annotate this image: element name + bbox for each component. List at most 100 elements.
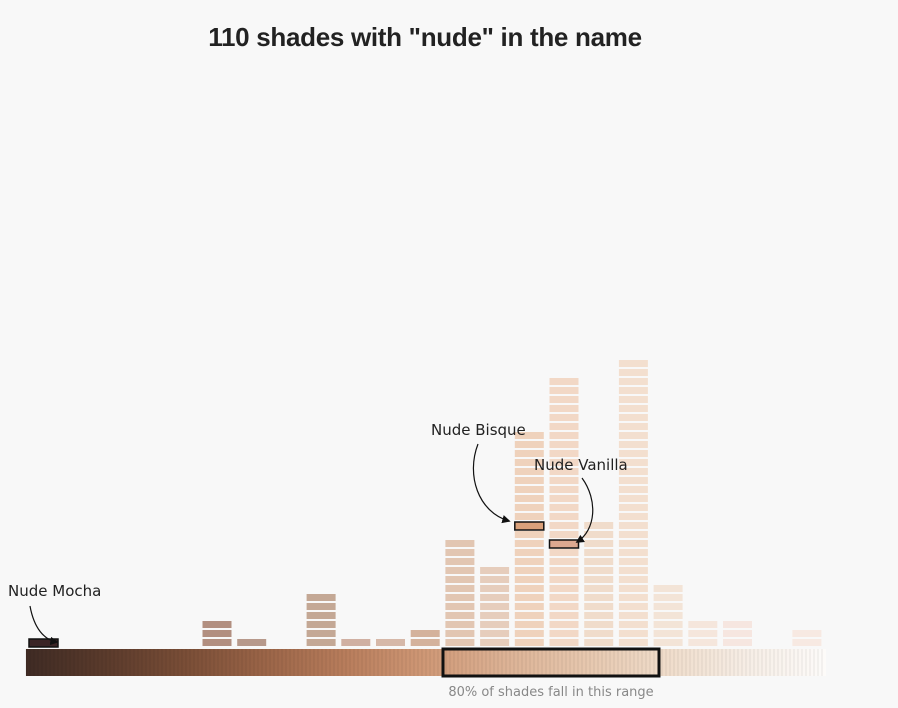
shade-block [514, 540, 544, 547]
shade-block [618, 558, 648, 565]
histogram-bar [376, 639, 405, 646]
shade-block [480, 576, 510, 583]
highlighted-shade-block [548, 539, 580, 549]
histogram-bar [723, 621, 752, 646]
shade-block [514, 549, 544, 556]
shade-block [584, 522, 614, 529]
shade-block [549, 630, 579, 637]
annotation-nude-vanilla: Nude Vanilla [534, 456, 628, 543]
histogram-bar [688, 621, 718, 646]
shade-block [480, 621, 510, 628]
shade-block [618, 612, 648, 619]
shade-block [549, 558, 579, 565]
shade-block [480, 567, 510, 574]
annotation-label: Nude Bisque [431, 421, 526, 439]
chart-title: 110 shades with "nude" in the name [208, 22, 642, 52]
shade-block [549, 576, 579, 583]
shade-block [549, 495, 579, 502]
shade-block [618, 585, 648, 592]
shade-block [653, 612, 683, 619]
histogram-bar [306, 594, 336, 646]
shade-block [584, 531, 614, 538]
shade-block [202, 621, 232, 628]
shade-block [549, 387, 579, 394]
shade-block [410, 639, 440, 646]
shade-block [514, 450, 544, 457]
shade-block [514, 567, 544, 574]
shade-block [514, 477, 544, 484]
shade-block [480, 639, 510, 646]
shade-block [653, 639, 683, 646]
range-label: 80% of shades fall in this range [448, 685, 653, 700]
histogram-bar [618, 360, 648, 646]
shade-block [237, 639, 267, 646]
histogram-bar [653, 585, 683, 646]
shade-block [618, 369, 648, 376]
shade-block [618, 639, 648, 646]
annotation-label: Nude Vanilla [534, 456, 628, 474]
shade-block [618, 360, 648, 367]
shade-block [306, 612, 336, 619]
histogram-bar [341, 639, 371, 646]
shade-block [514, 612, 544, 619]
shade-block [514, 495, 544, 502]
shade-block [514, 603, 544, 610]
shade-block [618, 441, 648, 448]
shade-block [584, 630, 614, 637]
shade-block [514, 504, 544, 511]
shade-block [618, 450, 648, 457]
shade-block [584, 612, 614, 619]
shade-block [653, 585, 683, 592]
shade-block [306, 594, 336, 601]
shade-block [480, 585, 510, 592]
shade-block [549, 405, 579, 412]
shade-block [514, 531, 544, 538]
gradient-bar [26, 649, 826, 676]
shade-block [410, 630, 440, 637]
highlighted-shade-block [28, 638, 59, 648]
shade-block [618, 405, 648, 412]
shade-block [376, 639, 405, 646]
histogram-bar [584, 522, 614, 646]
shade-block [480, 630, 510, 637]
shade-block [514, 576, 544, 583]
histogram-bar [480, 567, 510, 646]
shade-block [549, 468, 579, 475]
shade-block [549, 531, 579, 538]
shade-block [723, 639, 752, 646]
shade-block [549, 477, 579, 484]
histogram-bar [410, 630, 440, 646]
shade-block [584, 639, 614, 646]
shade-block [306, 639, 336, 646]
shade-block [618, 459, 648, 466]
shade-block [549, 639, 579, 646]
annotation-arrow [472, 443, 511, 524]
shade-block [549, 486, 579, 493]
shade-block [723, 621, 752, 628]
shade-block [549, 423, 579, 430]
shade-block [514, 558, 544, 565]
shade-block [549, 396, 579, 403]
shade-block [584, 567, 614, 574]
shade-block [514, 621, 544, 628]
shade-block [445, 585, 475, 592]
shade-block [306, 621, 336, 628]
shade-block [480, 603, 510, 610]
shade-block [618, 495, 648, 502]
shade-block [584, 576, 614, 583]
shade-block [584, 594, 614, 601]
shade-block [549, 594, 579, 601]
highlighted-shade-block [514, 521, 545, 531]
shade-block [445, 630, 475, 637]
shade-block [618, 603, 648, 610]
annotation-nude-bisque: Nude Bisque [431, 421, 526, 524]
gradient-stripes [25, 649, 823, 676]
histogram-bar [549, 378, 579, 646]
shade-block [445, 540, 475, 547]
shade-block [653, 621, 683, 628]
shade-block [549, 459, 579, 466]
shade-block [618, 396, 648, 403]
histogram-bar [792, 630, 822, 646]
shade-block [549, 450, 579, 457]
